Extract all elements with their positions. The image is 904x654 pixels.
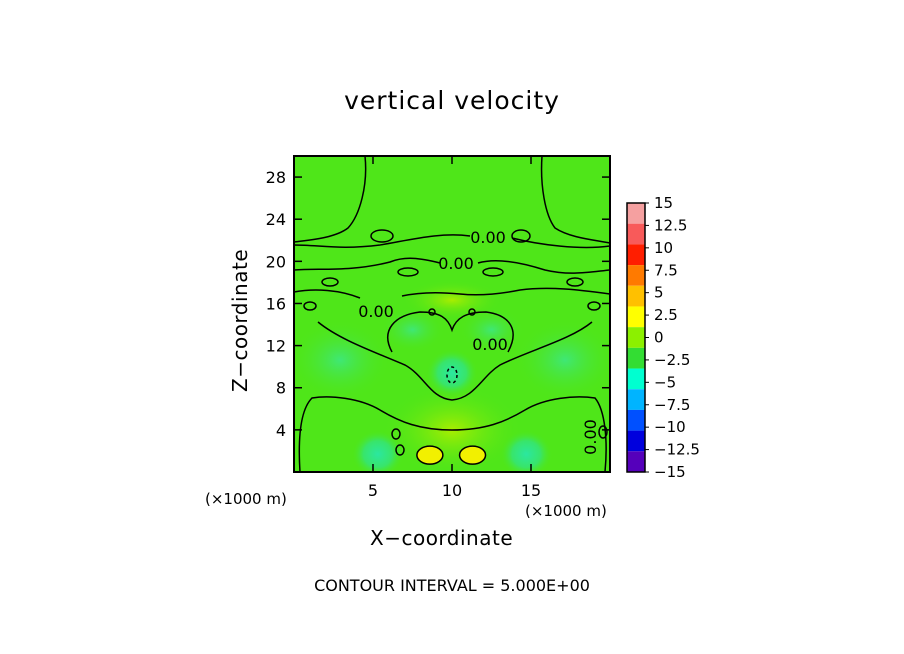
contour-label: 0.00 bbox=[472, 335, 508, 354]
y-tick-label: 24 bbox=[266, 210, 286, 229]
colorbar-swatch bbox=[627, 368, 645, 390]
contour-line bbox=[321, 277, 339, 287]
contour-line bbox=[587, 301, 601, 311]
contour-line bbox=[482, 267, 504, 277]
x-tick-label: 10 bbox=[442, 481, 462, 500]
contour-label: 0.00 bbox=[581, 419, 600, 455]
contour-line bbox=[446, 366, 458, 384]
downdraft-region bbox=[459, 307, 524, 352]
contour-label: 0.00 bbox=[470, 228, 506, 247]
colorbar-swatch bbox=[627, 203, 645, 224]
contour-line bbox=[303, 301, 317, 311]
y-tick-label: 28 bbox=[266, 168, 286, 187]
downdraft-region bbox=[351, 430, 404, 472]
colorbar-label: 12.5 bbox=[654, 216, 687, 234]
x-unit-label: (×1000 m) bbox=[205, 490, 287, 508]
colorbar-label: −10 bbox=[654, 418, 686, 436]
contour-line bbox=[294, 156, 367, 243]
chart-title: vertical velocity bbox=[344, 86, 560, 115]
y-tick-label: 12 bbox=[266, 337, 286, 356]
contour-line bbox=[395, 444, 405, 456]
y-tick-label: 20 bbox=[266, 252, 286, 271]
colorbar-label: 2.5 bbox=[654, 306, 678, 324]
contour-line bbox=[294, 257, 610, 274]
contour-line bbox=[298, 396, 607, 472]
colorbar-label: −12.5 bbox=[654, 441, 700, 459]
colorbar-label: −2.5 bbox=[654, 351, 690, 369]
contour-label: 0.00 bbox=[438, 254, 474, 273]
colorbar-label: −15 bbox=[654, 463, 686, 481]
y-axis-label: Z−coordinate bbox=[228, 248, 252, 392]
downdraft-region bbox=[500, 430, 553, 472]
y-tick-label: 16 bbox=[266, 294, 286, 313]
contour-line bbox=[294, 287, 610, 299]
contour-line bbox=[540, 156, 610, 244]
colorbar-label: 10 bbox=[654, 239, 673, 257]
contour-line bbox=[566, 277, 584, 287]
colorbar-swatch bbox=[627, 306, 645, 328]
colorbar-label: 0 bbox=[654, 329, 664, 347]
colorbar-swatch bbox=[627, 265, 645, 286]
y-tick-label: 4 bbox=[276, 421, 286, 440]
contour-interval-note: CONTOUR INTERVAL = 5.000E+00 bbox=[314, 576, 590, 595]
colorbar-swatch bbox=[627, 347, 645, 369]
y-tick-label: 8 bbox=[276, 379, 286, 398]
contour-line bbox=[317, 321, 593, 401]
colorbar-label: −7.5 bbox=[654, 396, 690, 414]
colorbar-swatch bbox=[627, 244, 645, 266]
contour-line bbox=[387, 311, 514, 353]
downdraft-region bbox=[426, 348, 478, 397]
updraft-core bbox=[458, 445, 487, 465]
x-tick-label: 15 bbox=[521, 481, 541, 500]
x-axis-label: X−coordinate bbox=[370, 526, 514, 550]
colorbar-label: 7.5 bbox=[654, 261, 678, 279]
contour-line bbox=[428, 308, 436, 316]
contour-line bbox=[511, 229, 531, 243]
contour-line bbox=[294, 234, 610, 249]
velocity-field bbox=[294, 156, 610, 472]
colorbar-label: 5 bbox=[654, 284, 664, 302]
colorbar-label: 15 bbox=[654, 194, 673, 212]
colorbar-swatch bbox=[627, 389, 645, 410]
colorbar-swatch bbox=[627, 430, 645, 452]
colorbar-swatch bbox=[627, 223, 645, 245]
colorbar-swatch bbox=[627, 285, 645, 307]
colorbar-swatch bbox=[627, 327, 645, 348]
contour-line bbox=[370, 229, 394, 243]
contour-line bbox=[598, 425, 608, 439]
contour-label: 0.00 bbox=[358, 302, 394, 321]
colorbar-label: −5 bbox=[654, 373, 676, 391]
contour-line bbox=[397, 267, 419, 277]
z-unit-label: (×1000 m) bbox=[525, 502, 607, 520]
contour-line bbox=[468, 308, 476, 316]
colorbar: 15 12.5 10 7.5 5 2.5 0 −2.5 −5 −7.5 −10 −12.5 −15 bbox=[626, 194, 700, 481]
colorbar-swatch bbox=[627, 409, 645, 431]
contour-line bbox=[391, 428, 401, 440]
updraft-core bbox=[416, 445, 444, 465]
colorbar-swatch bbox=[627, 451, 645, 472]
downdraft-region bbox=[380, 307, 445, 352]
x-tick-label: 5 bbox=[368, 481, 378, 500]
